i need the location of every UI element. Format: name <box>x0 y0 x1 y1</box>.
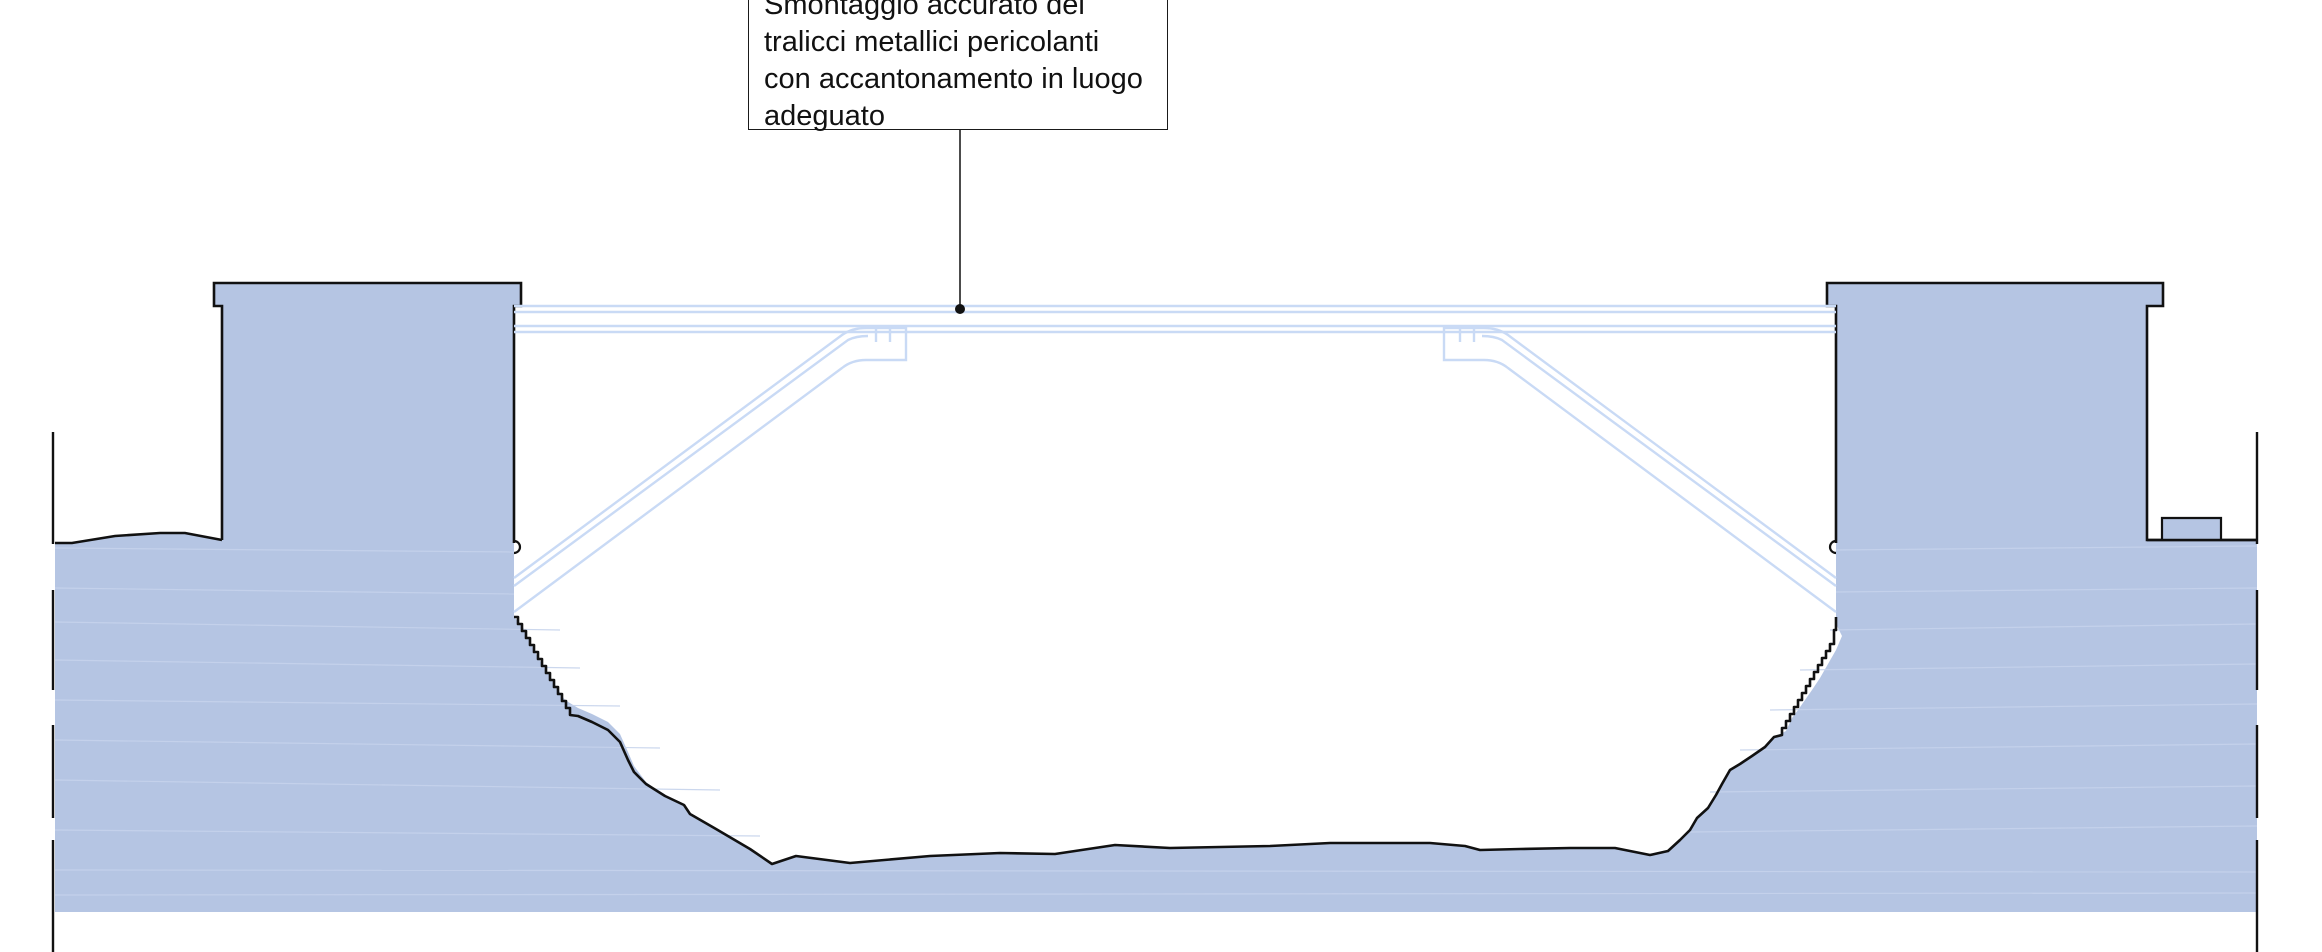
annotation-line-2: tralicci metallici pericolanti <box>764 26 1100 58</box>
right-bearing-notch <box>1828 539 1837 555</box>
annotation-line-1: Smontaggio accurato dei <box>764 0 1085 21</box>
annotation-line-3: con accantonamento in luogo <box>764 63 1143 95</box>
metal-truss <box>513 304 1837 613</box>
ground-section <box>55 283 2257 912</box>
riverbed-profile <box>514 615 1838 866</box>
left-ground-surface <box>55 531 223 545</box>
leader-dot <box>955 304 965 314</box>
right-curb <box>2160 516 2223 540</box>
annotation-line-4: adeguato <box>764 100 885 132</box>
left-bearing-notch <box>513 539 522 555</box>
soil-strata <box>54 545 2258 896</box>
annotation-label: Smontaggio accurato dei tralicci metalli… <box>748 0 1168 132</box>
